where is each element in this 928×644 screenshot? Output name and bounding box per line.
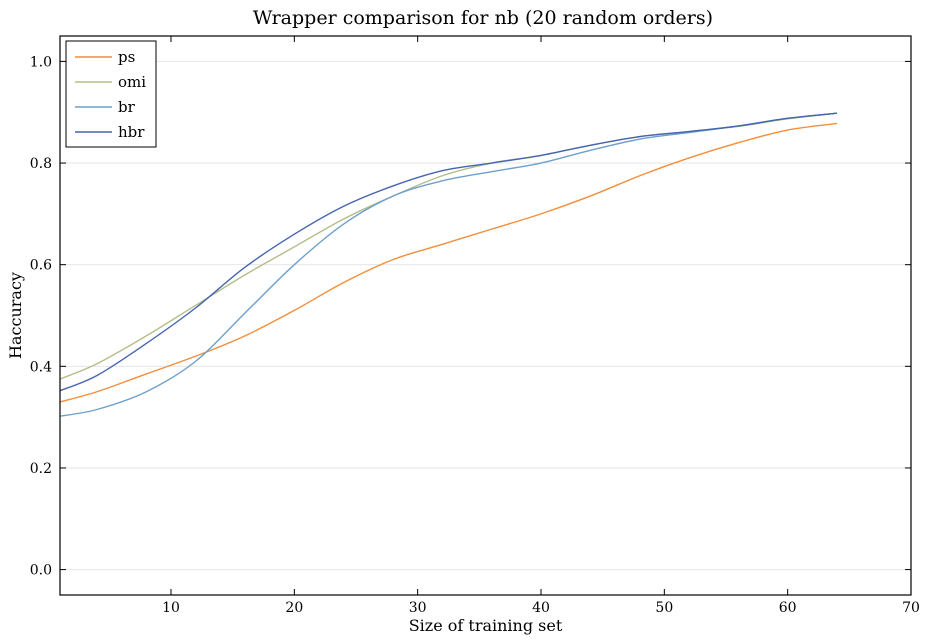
y-tick-label: 0.0 bbox=[30, 563, 52, 579]
y-tick-label: 1.0 bbox=[30, 54, 52, 70]
y-tick-label: 0.8 bbox=[30, 156, 52, 172]
y-tick-label: 0.2 bbox=[30, 461, 52, 477]
series-line-ps bbox=[59, 122, 838, 403]
legend-label-ps: ps bbox=[118, 48, 135, 66]
x-tick-label: 40 bbox=[532, 600, 550, 616]
x-tick-label: 70 bbox=[902, 600, 920, 616]
x-tick-label: 30 bbox=[409, 600, 427, 616]
legend-label-omi: omi bbox=[118, 73, 146, 91]
gridlines bbox=[60, 60, 911, 571]
x-tick-label: 10 bbox=[162, 600, 180, 616]
legend-box bbox=[65, 40, 157, 148]
x-tick-label: 50 bbox=[655, 600, 673, 616]
y-tick-label: 0.4 bbox=[30, 359, 52, 375]
series-line-br bbox=[59, 112, 838, 417]
series-line-omi bbox=[59, 112, 838, 380]
x-tick-label: 60 bbox=[779, 600, 797, 616]
y-axis-title: Haccuracy bbox=[6, 272, 25, 359]
x-tick-label: 20 bbox=[285, 600, 303, 616]
series-lines bbox=[59, 112, 838, 417]
x-axis-title: Size of training set bbox=[409, 616, 563, 635]
axis-ticks: 0.0 0.2 0.4 0.6 0.8 1.0 10 20 30 40 50 60 70 bbox=[30, 36, 920, 616]
legend-label-hbr: hbr bbox=[118, 123, 145, 141]
plot-frame bbox=[59, 35, 912, 596]
series-line-hbr bbox=[59, 112, 838, 392]
legend: ps omi br hbr bbox=[65, 40, 157, 148]
y-tick-label: 0.6 bbox=[30, 258, 52, 274]
legend-label-br: br bbox=[118, 98, 136, 116]
chart-title: Wrapper comparison for nb (20 random ord… bbox=[253, 7, 713, 29]
